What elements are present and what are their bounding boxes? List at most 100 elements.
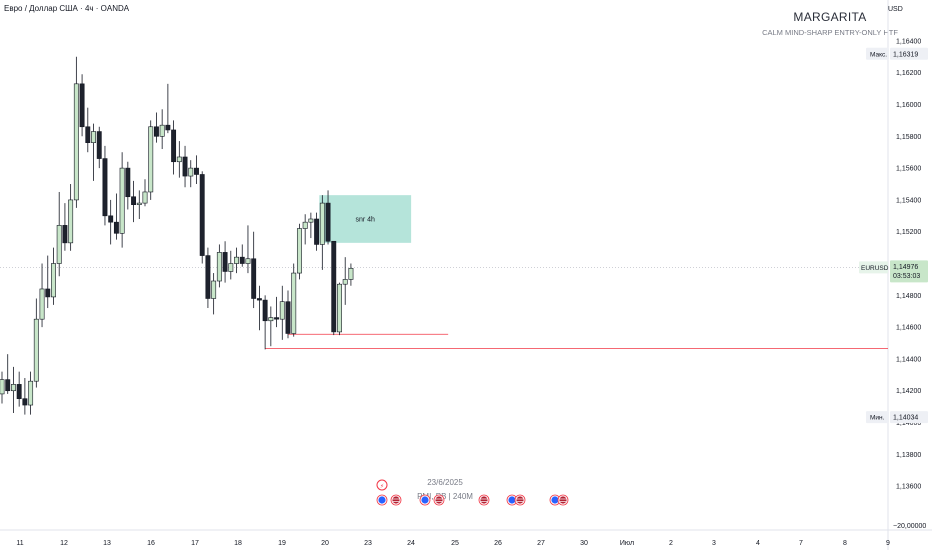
flag-fill: [435, 496, 443, 504]
candle: [302, 214, 308, 245]
last-price-tag: EURUSD 1,14976 03:53:03: [859, 260, 928, 283]
candle: [319, 195, 325, 270]
candle-body-bear: [222, 252, 228, 272]
time-tick-label: 20: [321, 540, 329, 547]
time-tick-label: Июл: [620, 540, 634, 547]
candle-body-bull: [33, 318, 39, 382]
time-tick-label: 17: [191, 540, 199, 547]
time-tick-label: 19: [278, 540, 286, 547]
flag-fill: [421, 496, 429, 504]
price-tick-label: −20,00000: [893, 523, 926, 530]
candle-body-bull: [73, 83, 79, 201]
candle-body-bull: [348, 267, 354, 280]
us-flag-icon: [514, 494, 526, 506]
candle-body-bear: [5, 379, 11, 392]
max-price-tag-label: Макс.: [870, 51, 887, 58]
time-tick-label: 23: [364, 540, 372, 547]
eu-flag-icon: [376, 494, 388, 506]
candle: [0, 371, 5, 404]
time-tick-label: 24: [407, 540, 415, 547]
us-flag-icon: [390, 494, 402, 506]
price-tick-label: 1,14600: [896, 325, 921, 332]
last-price-bg: [890, 260, 928, 283]
eu-flag-icon: [506, 494, 518, 506]
currency-label[interactable]: USD: [888, 6, 903, 13]
candle: [125, 161, 131, 210]
candle: [216, 244, 222, 288]
candle-body-bull: [142, 191, 148, 204]
us-flag-icon: [433, 494, 445, 506]
candle-body-bull: [279, 301, 285, 320]
candle: [131, 180, 137, 223]
candle: [171, 120, 177, 175]
candle-body-bull: [211, 280, 217, 299]
event-text: PMI, PB | 240M: [417, 492, 473, 501]
max-price-tag-value: 1,16319: [893, 51, 918, 58]
candle: [262, 295, 268, 350]
min-price-tag: Мин. 1,14034: [866, 411, 928, 424]
candle: [279, 285, 285, 340]
candle: [256, 285, 262, 331]
candle-body-bull: [148, 126, 154, 193]
snr-zone: [319, 195, 412, 243]
candle: [5, 354, 11, 394]
symbol-title[interactable]: Евро / Доллар США · 4ч · OANDA: [4, 4, 130, 13]
flag-fill: [392, 496, 400, 504]
candle: [39, 263, 45, 328]
candle-body-bear: [285, 301, 291, 334]
candle-body-bull: [291, 272, 297, 334]
candle: [148, 120, 154, 200]
candle-body-bear: [165, 124, 171, 131]
candle: [73, 56, 79, 208]
flag-fill: [551, 496, 559, 504]
candle: [239, 244, 245, 267]
candle-body-bull: [68, 199, 74, 244]
min-price-tag-label: Мин.: [870, 415, 885, 422]
candle-body-bull: [188, 167, 194, 177]
candle-body-bull: [228, 263, 234, 272]
events-row: ⚡ 23/6/2025 PMI, PB | 240M: [376, 478, 569, 506]
candle: [274, 296, 280, 328]
last-price-countdown: 03:53:03: [893, 273, 920, 280]
time-tick-label: 16: [147, 540, 155, 547]
candle: [102, 145, 108, 226]
candle-body-bull: [91, 131, 96, 143]
candle-body-bear: [113, 221, 119, 234]
candle: [91, 123, 96, 181]
price-tick-label: 1,13600: [896, 484, 921, 491]
watermark-subtitle: CALM MIND-SHARP ENTRY-ONLY HTF: [762, 28, 898, 37]
price-tick-label: 1,15600: [896, 166, 921, 173]
candle: [291, 263, 297, 337]
candle-body-bear: [45, 288, 51, 298]
candle: [222, 241, 228, 283]
candle-body-bull: [51, 263, 56, 298]
time-tick-label: 18: [234, 540, 242, 547]
candle: [108, 199, 114, 245]
candle: [194, 155, 199, 185]
candle-body-bear: [125, 167, 131, 198]
candle: [337, 282, 342, 336]
time-tick-label: 26: [494, 540, 502, 547]
candle: [245, 225, 251, 274]
candle-body-bear: [153, 126, 159, 137]
time-tick-label: 4: [756, 540, 760, 547]
symbol-tag-bg: [859, 261, 888, 274]
candle: [22, 378, 28, 415]
candle: [268, 306, 274, 347]
candle-body-bull: [296, 228, 302, 274]
candle-body-bull: [10, 384, 16, 392]
candle: [33, 298, 39, 388]
candle-body-bull: [302, 221, 308, 229]
min-price-tag-label-bg: [866, 411, 889, 424]
lightning-icon: [376, 479, 388, 491]
candle-body-bear: [325, 202, 331, 242]
candle-body-bull: [136, 202, 142, 205]
candle: [142, 179, 148, 207]
candle-body-bull: [0, 379, 5, 395]
candle-body-bull: [176, 156, 182, 163]
candle: [136, 190, 142, 219]
price-tick-label: 1,15200: [896, 229, 921, 236]
price-tick-label: 1,14000: [896, 420, 921, 427]
candle-body-bear: [108, 215, 114, 223]
